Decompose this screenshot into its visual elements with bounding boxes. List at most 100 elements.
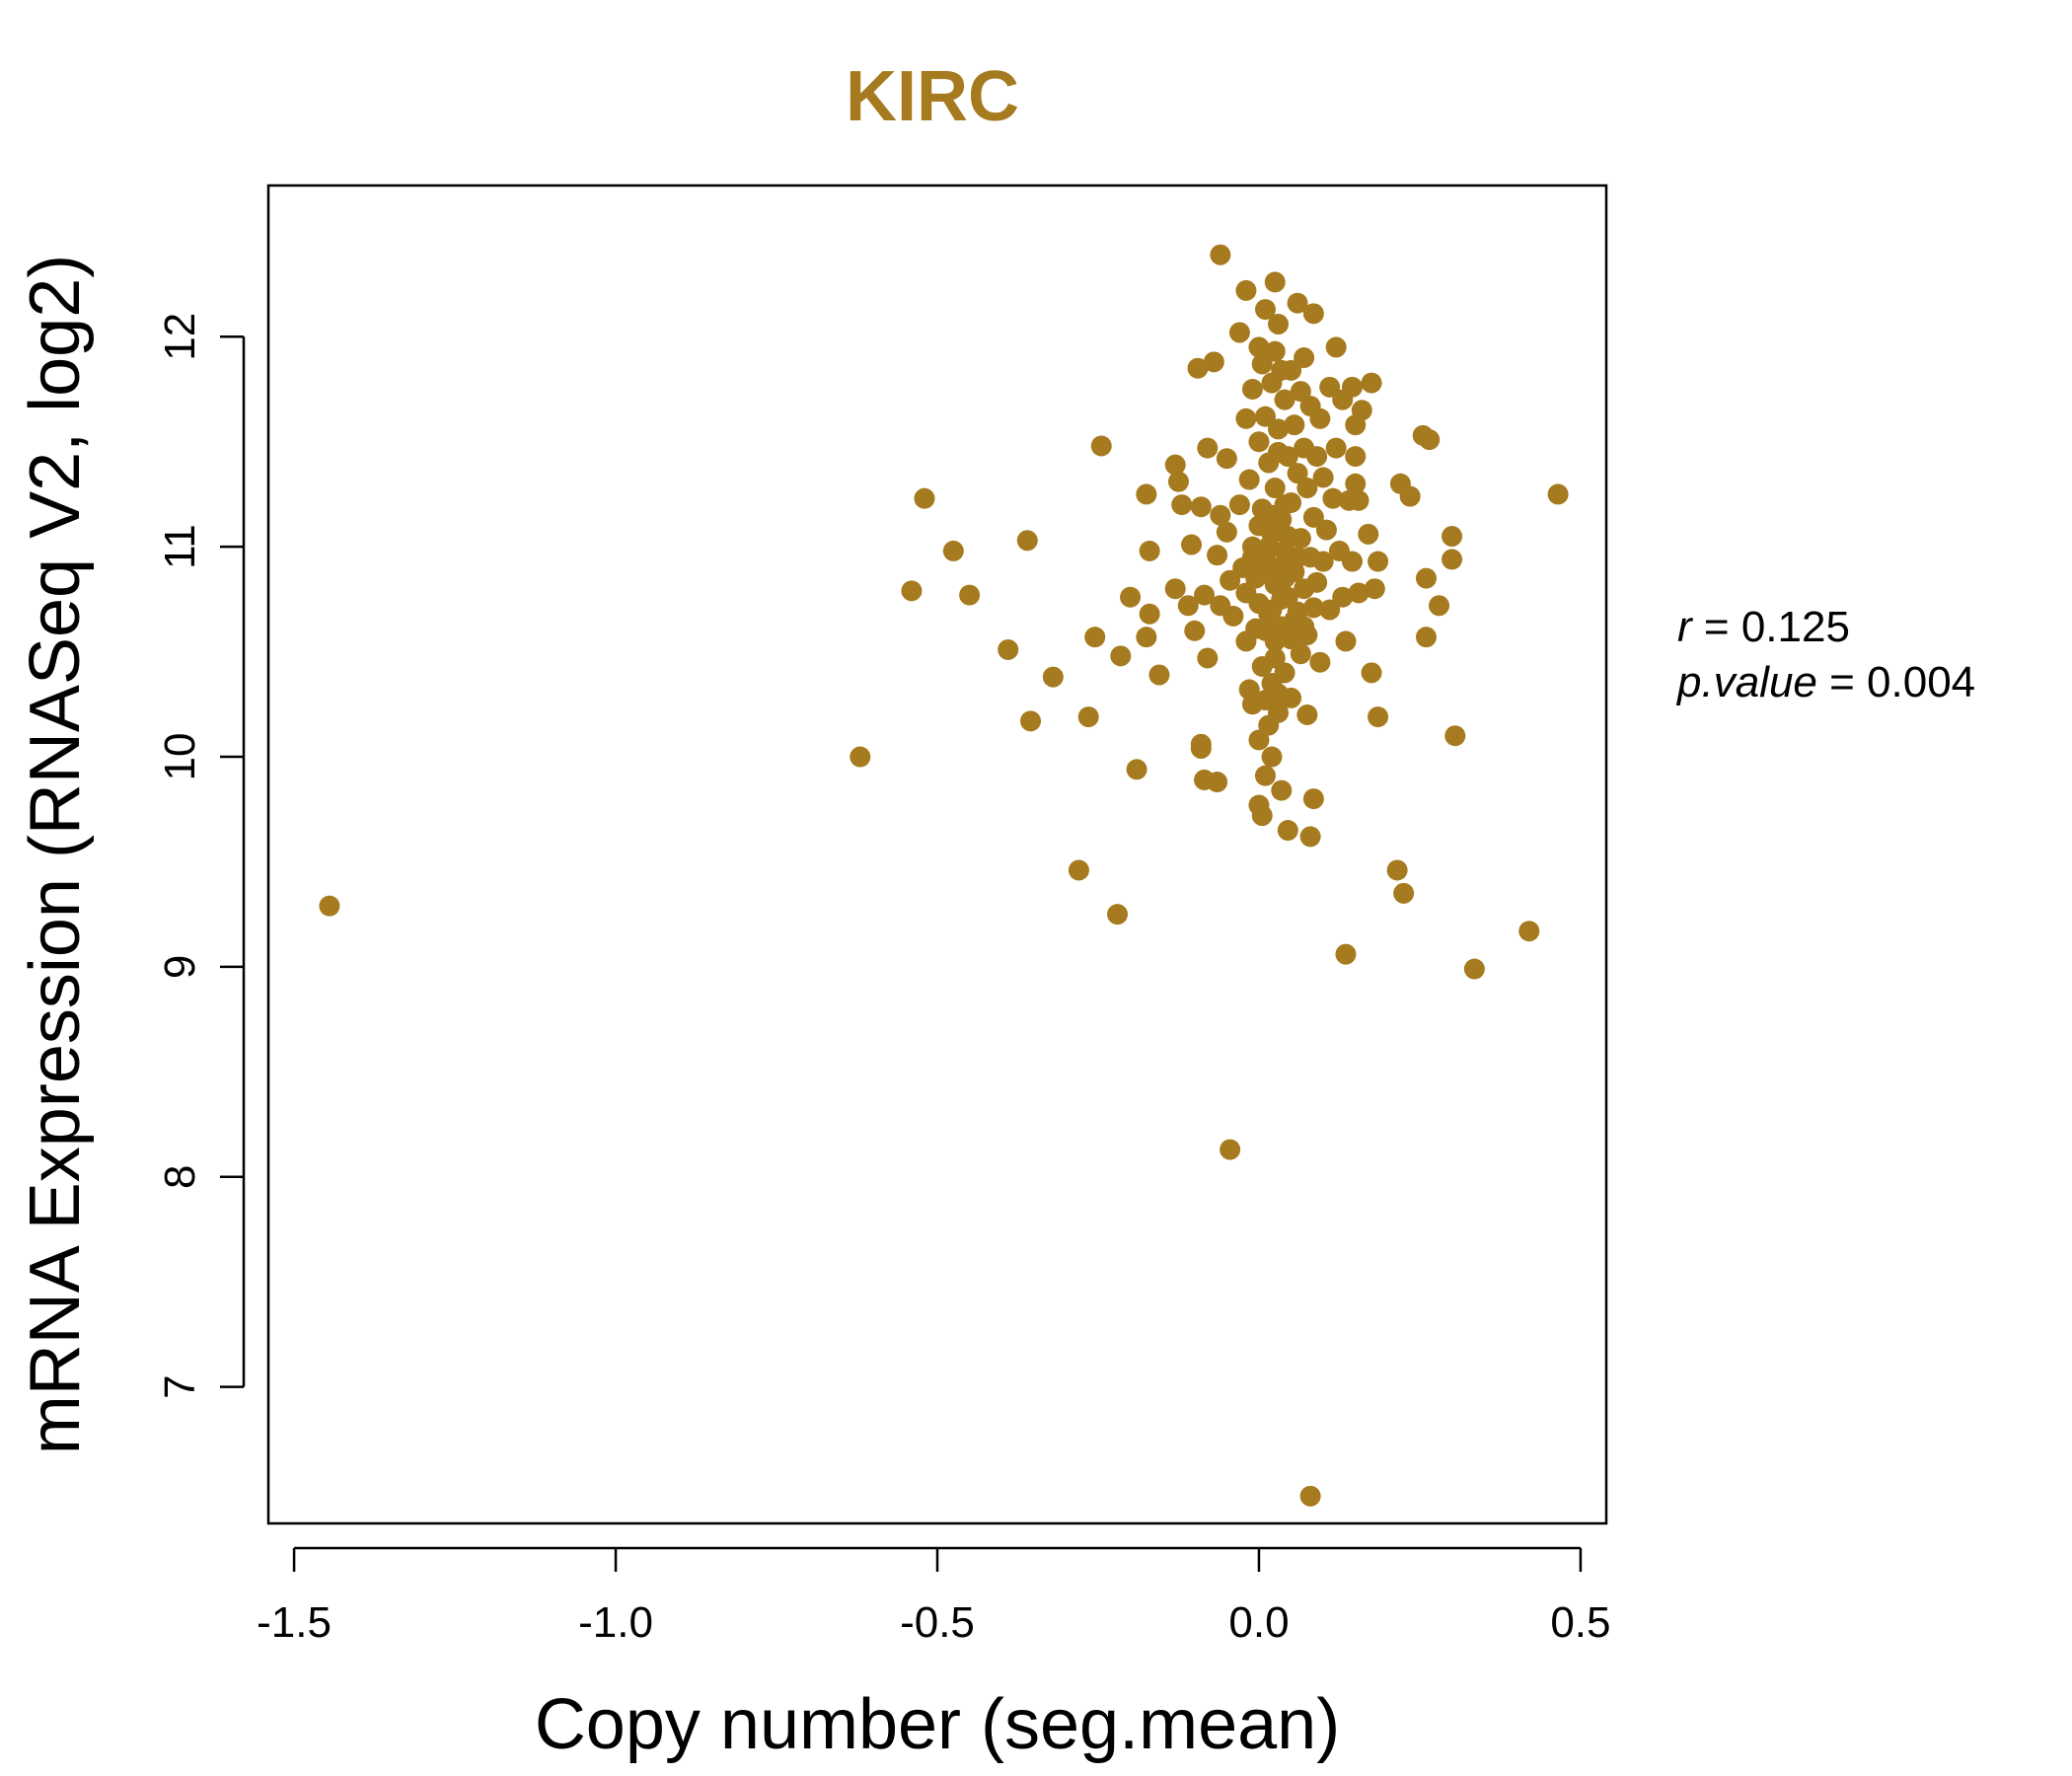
data-point: [1181, 534, 1203, 555]
data-point: [1203, 351, 1224, 373]
x-axis-label: Copy number (seg.mean): [535, 1685, 1340, 1764]
data-point: [1399, 485, 1421, 507]
data-point: [1210, 504, 1231, 526]
data-point: [1348, 489, 1369, 511]
data-point: [1284, 414, 1305, 436]
data-point: [1197, 437, 1219, 459]
data-point: [1419, 429, 1441, 451]
y-tick-label: 8: [156, 1165, 204, 1189]
data-point: [1107, 904, 1129, 925]
data-point: [1251, 561, 1273, 583]
data-point: [914, 487, 935, 509]
data-point: [1139, 540, 1160, 561]
p-symbol: p.value: [1675, 658, 1817, 706]
data-point: [1164, 454, 1186, 476]
data-point: [1016, 530, 1038, 552]
data-point: [1264, 630, 1286, 652]
data-point: [1518, 921, 1540, 942]
p-equals: =: [1817, 658, 1867, 706]
data-point: [1315, 519, 1337, 541]
data-point: [1302, 597, 1324, 619]
data-point: [1442, 525, 1463, 547]
data-point: [1210, 244, 1231, 265]
data-point: [1325, 437, 1347, 459]
data-point: [1348, 582, 1369, 604]
data-point: [1274, 389, 1295, 410]
data-point: [850, 746, 871, 768]
data-point: [1216, 521, 1237, 543]
data-point: [1281, 359, 1302, 381]
data-point: [1393, 882, 1415, 904]
data-point: [1120, 586, 1142, 608]
data-point: [1341, 551, 1363, 572]
data-point: [1322, 487, 1344, 509]
data-point: [1248, 336, 1270, 358]
data-point: [1261, 504, 1283, 526]
data-point: [1177, 595, 1199, 617]
data-point: [1190, 496, 1212, 518]
data-point: [1268, 683, 1290, 704]
data-point: [1294, 616, 1315, 637]
data-point: [1296, 478, 1318, 499]
data-point: [1207, 545, 1228, 566]
data-point: [1251, 805, 1273, 827]
data-point: [1361, 662, 1382, 684]
data-point: [1351, 400, 1372, 421]
data-point: [1171, 494, 1193, 516]
data-point: [1251, 353, 1273, 375]
data-point: [1228, 322, 1250, 343]
data-point: [1547, 483, 1569, 505]
data-point: [1207, 772, 1228, 793]
data-point: [1429, 595, 1449, 617]
y-tick-label: 12: [156, 313, 204, 361]
data-point: [1084, 627, 1106, 648]
data-point: [1241, 547, 1263, 568]
data-point: [1345, 446, 1367, 468]
data-point: [1020, 710, 1042, 732]
data-point: [1415, 567, 1437, 589]
data-point: [1277, 525, 1298, 547]
data-point: [1386, 859, 1408, 881]
y-tick-label: 7: [156, 1374, 204, 1398]
data-point: [1264, 478, 1286, 499]
data-point: [1264, 340, 1286, 362]
data-point: [1264, 647, 1286, 669]
data-point: [1335, 943, 1357, 965]
data-point: [1335, 630, 1357, 652]
x-tick-label: 0.0: [1228, 1598, 1289, 1647]
data-point: [1148, 664, 1170, 686]
data-point: [1220, 569, 1241, 591]
data-point: [1248, 431, 1270, 453]
data-point: [1228, 494, 1250, 516]
data-point: [1364, 578, 1385, 600]
chart-title: KIRC: [846, 57, 1019, 136]
data-point: [901, 580, 923, 602]
data-point: [1254, 765, 1276, 786]
data-point: [1220, 1139, 1241, 1160]
data-point: [1309, 651, 1331, 673]
r-equals: =: [1692, 603, 1741, 651]
data-point: [1187, 357, 1209, 379]
x-tick-label: -0.5: [900, 1598, 975, 1647]
data-point: [1216, 448, 1237, 470]
data-point: [1268, 418, 1290, 440]
data-point: [1442, 549, 1463, 570]
data-point: [1197, 647, 1219, 669]
data-point: [1254, 406, 1276, 427]
p-value: 0.004: [1867, 658, 1975, 706]
data-point: [1042, 666, 1064, 688]
data-point: [1325, 336, 1347, 358]
data-point: [1302, 506, 1324, 528]
data-point: [1268, 702, 1290, 723]
y-tick-label: 11: [156, 524, 204, 569]
r-symbol: r: [1677, 603, 1694, 651]
data-point: [1258, 536, 1280, 557]
data-point: [1281, 629, 1302, 650]
data-point: [1312, 467, 1334, 488]
data-point: [1068, 859, 1089, 881]
x-axis: -1.5 -1.0 -0.5 0.0 0.5: [257, 1546, 1611, 1647]
data-point: [998, 638, 1019, 660]
data-point: [1235, 407, 1257, 429]
data-point: [1190, 737, 1212, 759]
